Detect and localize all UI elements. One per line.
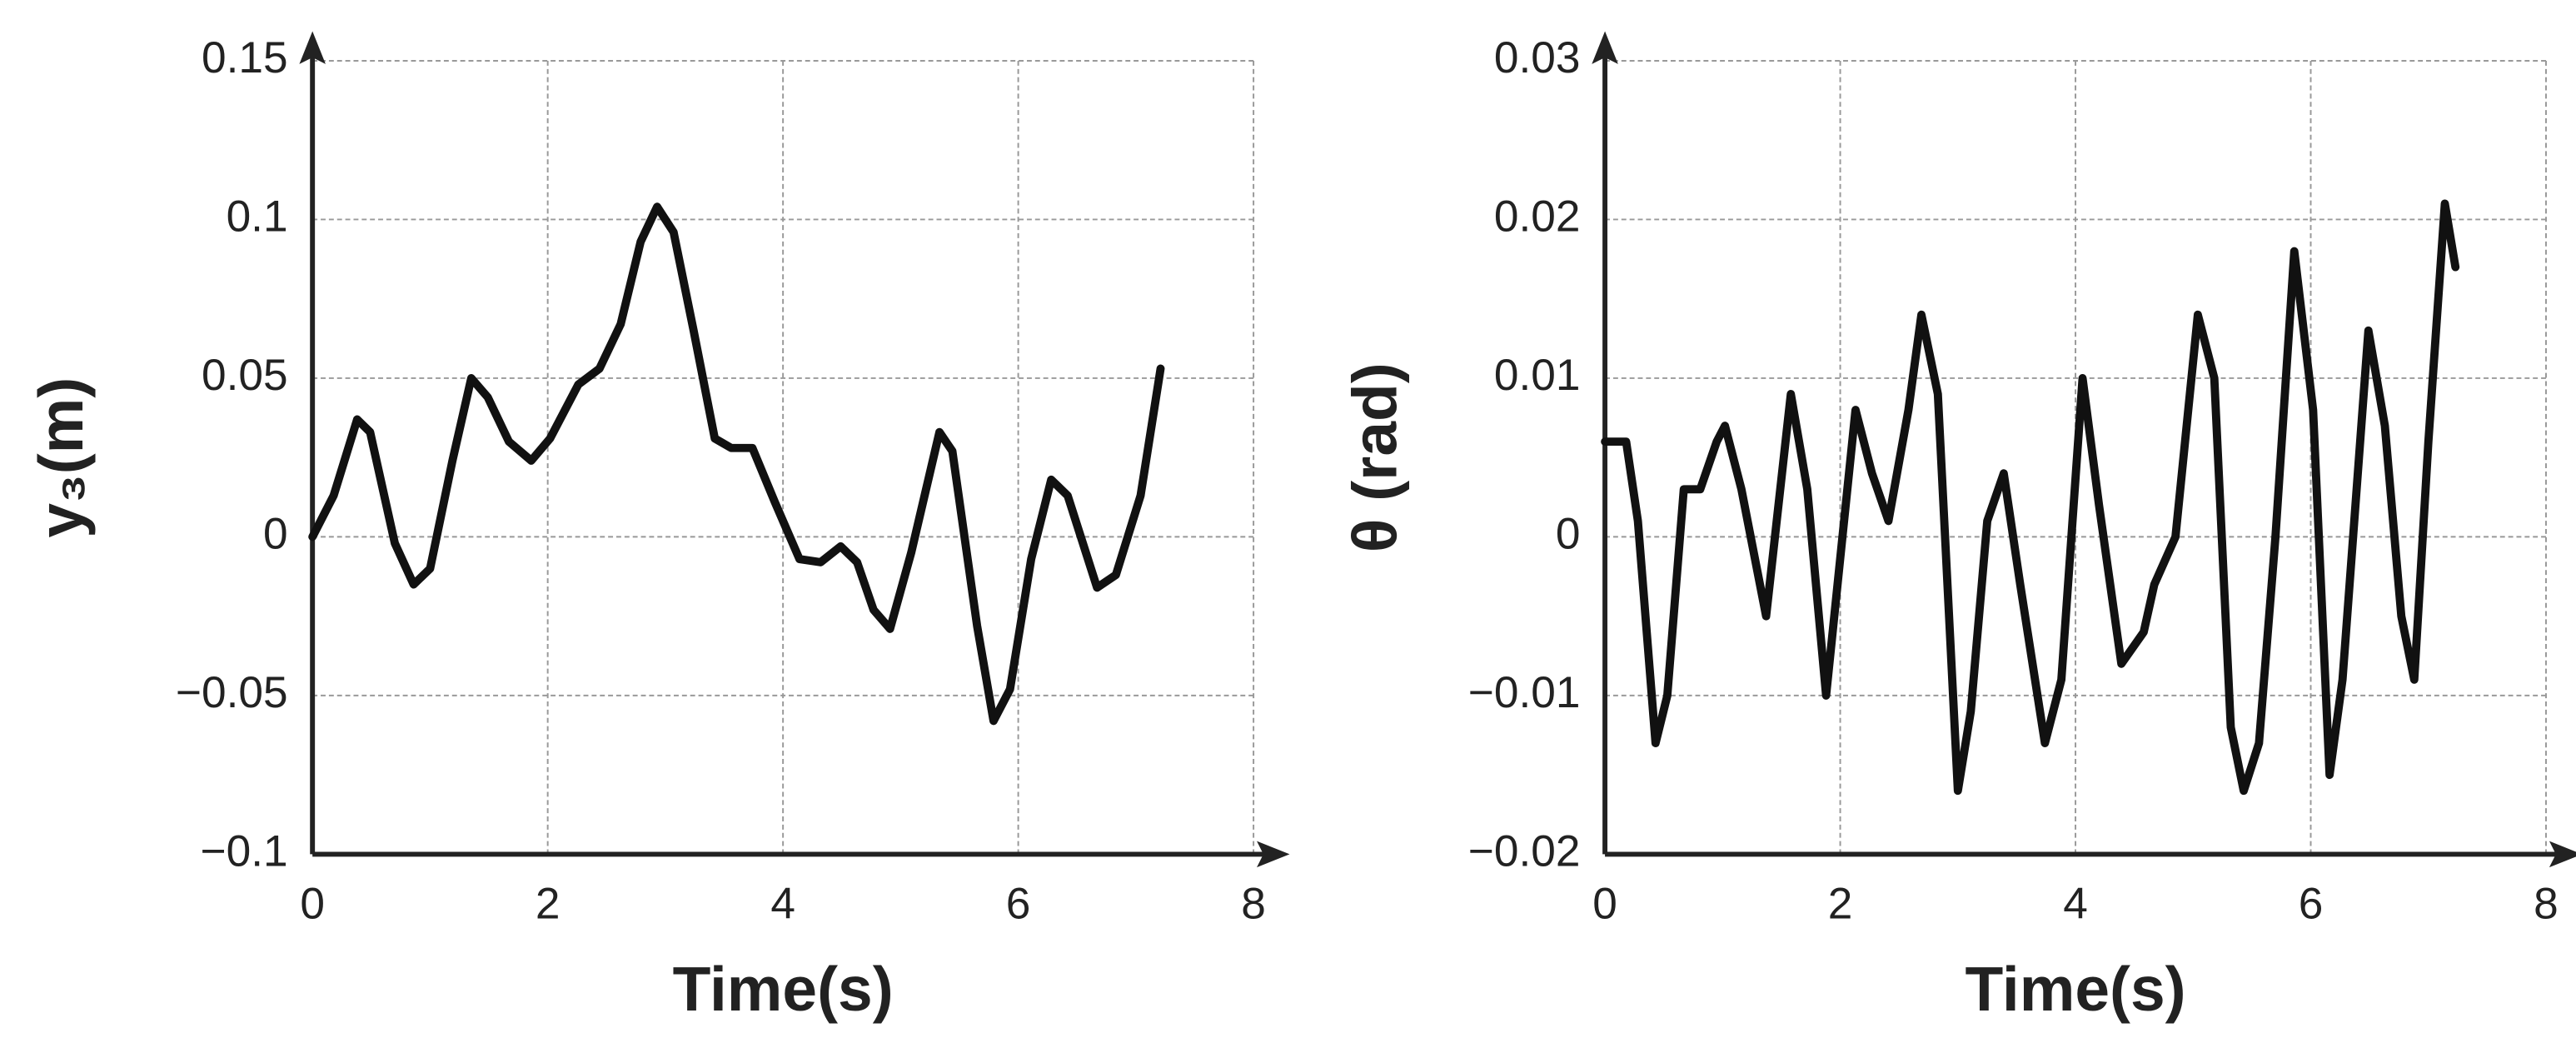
x-tick-label: 2 xyxy=(1828,880,1853,929)
x-tick-label: 6 xyxy=(2299,880,2324,929)
y-tick-label: 0.01 xyxy=(1494,351,1581,400)
data-line xyxy=(308,202,1165,726)
y-tick-label: −0.1 xyxy=(201,826,288,876)
x-axis-label: Time(s) xyxy=(1965,954,2185,1024)
x-tick-label: 4 xyxy=(2063,880,2088,929)
y-axis-label: y₃(m) xyxy=(26,377,96,538)
y-tick-label: 0 xyxy=(263,509,288,558)
x-axis-label: Time(s) xyxy=(673,954,894,1024)
y-tick-label: −0.05 xyxy=(176,668,288,717)
y-tick-label: 0.15 xyxy=(202,33,288,82)
x-arrow xyxy=(1257,841,1290,868)
x-arrow xyxy=(2549,841,2576,868)
x-tick-label: 2 xyxy=(536,880,561,929)
data-line xyxy=(1601,199,2460,796)
x-tick-label: 8 xyxy=(2534,880,2559,929)
y-arrow xyxy=(299,31,326,64)
x-tick-label: 0 xyxy=(1592,880,1617,929)
y-tick-label: −0.01 xyxy=(1468,668,1581,717)
x-tick-label: 0 xyxy=(300,880,325,929)
y-axis-label: θ (rad) xyxy=(1340,362,1410,552)
x-tick-label: 8 xyxy=(1241,880,1266,929)
y-tick-label: 0 xyxy=(1556,509,1581,558)
y-arrow xyxy=(1592,31,1618,64)
y-tick-label: −0.02 xyxy=(1468,826,1581,876)
subplot: −0.1 −0.05 0 0.05 0.1 0.15 0 2 4 6 8 Time(s) y₃(m) xyxy=(26,31,1290,1024)
x-tick-label: 4 xyxy=(770,880,795,929)
y-tick-label: 0.02 xyxy=(1494,192,1581,242)
subplot: −0.02 −0.01 0 0.01 0.02 0.03 0 2 4 6 8 Time(s) θ (ra… xyxy=(1340,31,2576,1024)
y-tick-label: 0.03 xyxy=(1494,33,1581,82)
y-tick-label: 0.05 xyxy=(202,351,288,400)
x-tick-label: 6 xyxy=(1006,880,1031,929)
y-tick-label: 0.1 xyxy=(227,192,288,242)
